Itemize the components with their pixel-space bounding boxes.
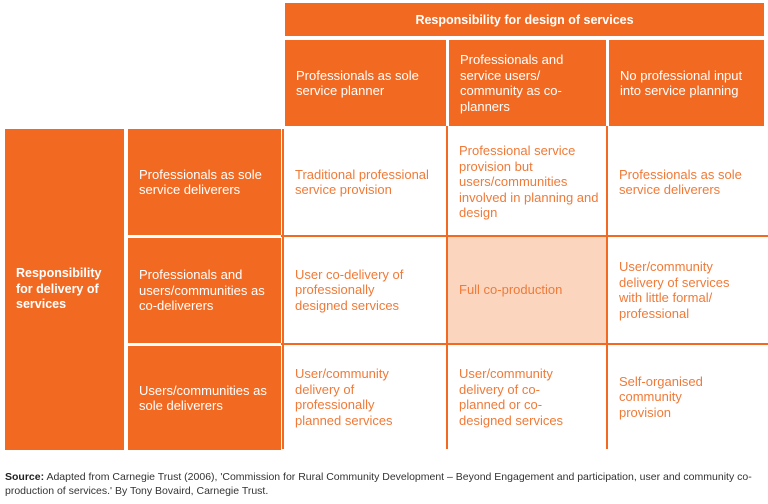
cell-full-co-production: Full co-production	[448, 237, 606, 343]
row-header-co-deliverers: Professionals and users/communities as c…	[128, 238, 281, 343]
row-header-users-sole-deliverers: Users/communities as sole deliverers	[128, 346, 281, 450]
grid-line	[281, 235, 768, 237]
cell-text: Professional service provision but users…	[459, 143, 599, 221]
row-header-label: Users/communities as sole deliverers	[139, 382, 267, 414]
delivery-responsibility-header: Responsibility for delivery of services	[5, 129, 124, 450]
grid-line	[282, 129, 284, 449]
source-label: Source:	[5, 471, 45, 483]
grid-line	[606, 126, 608, 449]
cell-text: User co-delivery of professionally desig…	[295, 266, 404, 313]
row-header-professionals-sole-deliverers: Professionals as sole service deliverers	[128, 129, 281, 235]
grid-line	[446, 126, 448, 449]
design-responsibility-title: Responsibility for design of services	[415, 12, 634, 27]
cell-user-delivery-co-planned: User/community delivery of co-planned or…	[448, 345, 606, 449]
cell-text: Professionals as sole service deliverers	[619, 166, 742, 198]
cell-user-community-delivery-little-formal: User/community delivery of services with…	[608, 237, 768, 343]
cell-text: User/community delivery of services with…	[619, 259, 730, 321]
cell-text: Self-organised community provision	[619, 373, 703, 420]
column-header-label: Professionals as sole service planner	[296, 67, 419, 99]
row-header-label: Professionals and users/communities as c…	[139, 267, 265, 314]
column-header-professionals-sole-planner: Professionals as sole service planner	[285, 40, 446, 126]
cell-text: Full co-production	[459, 282, 563, 298]
cell-user-delivery-professionally-planned: User/community delivery of professionall…	[284, 345, 446, 449]
cell-text: User/community delivery of co-planned or…	[459, 366, 564, 428]
row-header-label: Professionals as sole service deliverers	[139, 166, 262, 198]
column-header-co-planners: Professionals and service users/ communi…	[449, 40, 606, 126]
grid-line	[281, 343, 768, 345]
cell-self-organised-provision: Self-organised community provision	[608, 345, 768, 449]
delivery-responsibility-title: Responsibility for delivery of services	[16, 266, 102, 312]
column-header-label: No professional input into service plann…	[620, 67, 743, 99]
cell-professionals-sole-deliverers: Professionals as sole service deliverers	[608, 129, 768, 235]
column-header-no-professional-input: No professional input into service plann…	[609, 40, 764, 126]
column-header-label: Professionals and service users/ communi…	[460, 52, 564, 114]
cell-text: Traditional professional service provisi…	[295, 166, 429, 198]
cell-text: User/community delivery of professionall…	[295, 366, 393, 428]
source-text: Adapted from Carnegie Trust (2006), 'Com…	[5, 471, 752, 497]
cell-user-co-delivery: User co-delivery of professionally desig…	[284, 237, 446, 343]
cell-professional-provision-users-involved: Professional service provision but users…	[448, 129, 606, 235]
design-responsibility-header: Responsibility for design of services	[285, 3, 764, 36]
cell-traditional-provision: Traditional professional service provisi…	[284, 129, 446, 235]
source-note: Source: Adapted from Carnegie Trust (200…	[5, 471, 763, 498]
